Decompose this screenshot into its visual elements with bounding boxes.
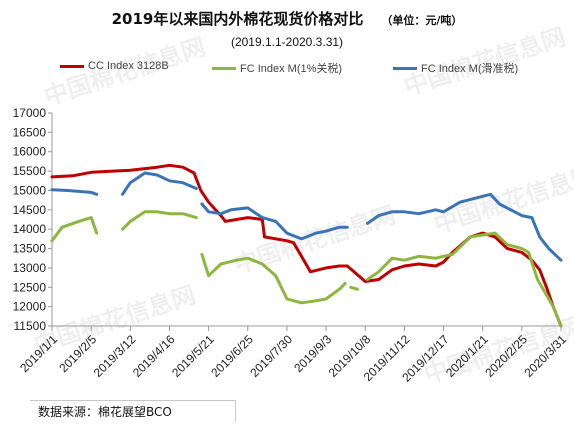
y-tick-label: 14000 [13, 222, 47, 236]
legend-item: FC Index M(1%关税) [212, 60, 342, 76]
y-tick-label: 13500 [13, 242, 47, 256]
legend-item: CC Index 3128B [60, 60, 169, 72]
legend-swatch [393, 66, 417, 70]
y-tick-label: 15000 [13, 183, 47, 197]
y-tick-label: 13000 [13, 261, 47, 275]
legend-swatch [212, 66, 236, 70]
y-tick-label: 15500 [13, 164, 47, 178]
x-tick-label: 2020/3/31 [521, 332, 569, 380]
series-line-1 [50, 163, 563, 328]
unit-label: （单位：元/吨） [381, 14, 463, 27]
x-tick-label: 2019/7/30 [247, 332, 295, 380]
source-note: 数据来源：棉花展望BCO [30, 400, 236, 422]
legend-label: FC Index M(1%关税) [240, 63, 343, 75]
legend-label: CC Index 3128B [88, 60, 169, 72]
y-tick-label: 12000 [13, 300, 47, 314]
chart-title-block: 2019年以来国内外棉花现货价格对比 （单位：元/吨） [0, 8, 574, 29]
y-tick-label: 17000 [13, 106, 47, 120]
series-line-2 [50, 210, 563, 328]
y-tick-label: 12500 [13, 280, 47, 294]
series-line-3 [50, 171, 563, 262]
y-tick-label: 11500 [14, 319, 47, 333]
legend-label: FC Index M(滑准税) [421, 63, 519, 75]
chart-subtitle: (2019.1.1-2020.3.31) [230, 35, 344, 49]
chart-title: 2019年以来国内外棉花现货价格对比 [111, 10, 364, 28]
y-tick-label: 16000 [13, 145, 47, 159]
y-tick-label: 16500 [13, 125, 47, 139]
y-tick-label: 14500 [13, 203, 47, 217]
legend-swatch [60, 64, 84, 68]
x-tick-label: 2019/1/1 [17, 332, 60, 375]
legend-item: FC Index M(滑准税) [393, 60, 518, 76]
